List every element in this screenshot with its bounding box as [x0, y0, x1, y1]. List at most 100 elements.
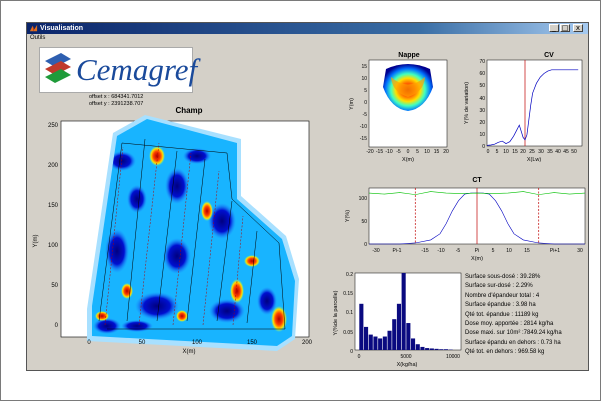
hist-ytick: 0.05 [343, 330, 353, 336]
ct-xtick: -30 [372, 248, 379, 254]
hist-bars [359, 273, 453, 350]
ct-xtick: -15 [421, 248, 428, 254]
stat-line: Dose maxi. sur 10m² :7849.24 kg/ha [465, 330, 562, 337]
cv-xtick: 50 [571, 149, 577, 155]
cv-x-ticks: 0 5 10 15 20 25 30 35 40 45 50 [487, 149, 577, 155]
champ-xtick: 200 [302, 340, 313, 346]
nappe-xtick: 5 [416, 149, 419, 155]
hist-ylabel: Y(%de la parcelle) [333, 290, 339, 335]
ct-xtick: 5 [492, 248, 495, 254]
nappe-ytick: -5 [363, 112, 368, 118]
cv-xtick: 5 [496, 149, 499, 155]
maximize-button[interactable]: □ [560, 24, 570, 32]
ct-xtick: Pi+1 [550, 248, 560, 254]
stat-line: Surface sur-dosé : 2.29% [465, 283, 533, 290]
hist-bar [425, 348, 430, 350]
cv-xtick: 10 [503, 149, 509, 155]
champ-xtick: 100 [192, 340, 203, 346]
stat-line: Surface épandue : 3.98 ha [465, 302, 536, 309]
cv-y-ticks: 70 60 50 40 30 20 10 0 [479, 59, 485, 150]
red-pass-lines [104, 142, 244, 326]
champ-xtick: 150 [247, 340, 258, 346]
cv-ytick: 40 [479, 96, 485, 102]
nappe-xtick: -15 [376, 149, 383, 155]
logo-text: Cemagref [76, 52, 198, 87]
hist-x-ticks: 0 5000 10000 [358, 354, 461, 360]
champ-title: Champ [175, 106, 202, 115]
minimize-button[interactable]: _ [549, 24, 559, 32]
nappe-xtick: -10 [385, 149, 392, 155]
ct-vertical-lines [414, 188, 540, 244]
nappe-ytick: 5 [364, 88, 367, 94]
ct-ytick: 0 [364, 242, 367, 248]
hist-bar [382, 336, 387, 350]
cv-ytick: 60 [479, 71, 485, 77]
ct-ytick: 50 [361, 219, 367, 225]
cv-title: CV [544, 52, 554, 59]
stats-panel: Surface sous-dosé : 39.28% Surface sur-d… [465, 273, 588, 358]
hist-ytick: 0 [350, 349, 353, 355]
menu-outils[interactable]: Outils [30, 35, 46, 41]
cv-ytick: 20 [479, 120, 485, 126]
nappe-ytick: -10 [360, 124, 367, 130]
ct-xtick: Pi [475, 248, 479, 254]
nappe-xtick: -5 [396, 149, 401, 155]
hist-xtick: 10000 [446, 354, 460, 360]
champ-x-ticks: 0 50 100 150 200 [87, 340, 312, 346]
cv-chart: CV 70 60 50 40 30 20 10 0 0 5 10 15 20 2… [464, 52, 583, 163]
hist-bar [439, 349, 444, 350]
nappe-y-ticks: 15 10 5 0 -5 -10 -15 [360, 64, 367, 142]
nappe-ytick: 15 [361, 64, 367, 70]
cv-ytick: 0 [482, 144, 485, 150]
visualisation-window: Visualisation _ □ x Outils Cemagref offs… [26, 22, 589, 371]
champ-ytick: 50 [51, 283, 58, 289]
ct-xtick: 10 [506, 248, 512, 254]
champ-ytick: 200 [48, 163, 59, 169]
stat-line: Qté tot. épandue : 11189 kg [465, 311, 539, 318]
champ-y-ticks: 0 50 100 150 200 250 [48, 123, 59, 329]
hist-xlabel: X(kg/ha) [397, 362, 418, 368]
hist-bar [359, 303, 364, 350]
cv-axes [486, 59, 583, 147]
ct-xtick: 30 [577, 248, 583, 254]
ct-ylabel: Y(%) [345, 210, 351, 222]
nappe-title: Nappe [398, 52, 420, 59]
offset-x: offset x : 684341.7012 [89, 94, 144, 100]
cv-series-line [486, 69, 579, 146]
cv-ytick: 10 [479, 132, 485, 138]
hist-ytick: 0.2 [346, 272, 353, 278]
stat-line: Nombre d'épandeur total : 4 [465, 292, 540, 299]
champ-xtick: 0 [87, 340, 91, 346]
champ-chart: Champ [33, 106, 313, 355]
nappe-xtick: 0 [407, 149, 410, 155]
hist-y-ticks: 0.2 0.15 0.1 0.05 0 [343, 272, 353, 355]
cv-xtick: 15 [512, 149, 518, 155]
hist-bar [368, 334, 373, 350]
close-button[interactable]: x [573, 24, 583, 32]
champ-ytick: 0 [55, 323, 59, 329]
stat-line: Qté tot. en dehors : 969.58 kg [465, 349, 545, 356]
ct-overlap-curve [368, 191, 586, 195]
nappe-ylabel: Y(m) [349, 98, 355, 110]
hist-bar [443, 349, 448, 350]
hist-bar [411, 338, 416, 350]
hist-bar [373, 336, 378, 350]
ct-chart: CT 100 50 0 -30 Pi-1 -15 -10 -5 Pi 5 10 … [345, 177, 586, 262]
hist-bar [406, 323, 411, 350]
nappe-xtick: 20 [443, 149, 449, 155]
champ-ytick: 100 [48, 243, 59, 249]
cv-xtick: 0 [487, 149, 490, 155]
ct-xtick: 15 [524, 248, 530, 254]
stat-line: Dose moy. apportée : 2814 kg/ha [465, 321, 554, 328]
hist-chart: 0.2 0.15 0.1 0.05 0 0 5000 10000 X(kg/ha… [333, 272, 462, 368]
ct-xtick: Pi-1 [393, 248, 402, 254]
title-bar[interactable]: Visualisation _ □ x [27, 23, 588, 34]
cv-ytick: 70 [479, 59, 485, 65]
champ-ytick: 250 [48, 123, 59, 129]
ct-title: CT [472, 177, 482, 184]
pass-lines [98, 138, 286, 330]
hist-bar [434, 348, 439, 350]
offset-y: offset y : 2391238.707 [89, 101, 144, 107]
cv-ylabel: Y(% de variation) [464, 82, 470, 124]
